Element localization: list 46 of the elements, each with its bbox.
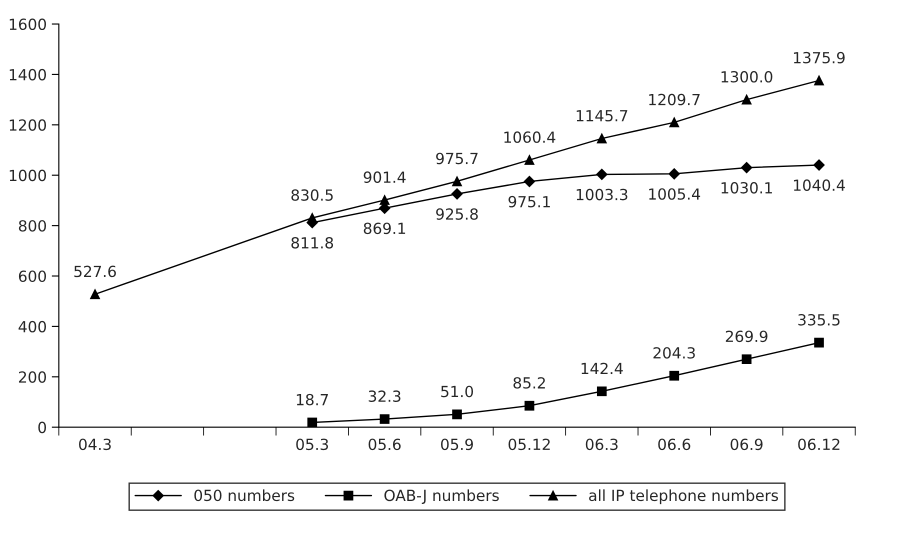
data-label: 830.5 [291, 189, 333, 201]
data-label: 975.7 [436, 152, 478, 164]
data-label: 32.3 [368, 390, 400, 402]
data-label: 1300.0 [722, 70, 772, 83]
data-label: 869.1 [364, 222, 406, 234]
y-tick-label: 1600 [10, 18, 46, 30]
data-label: 1209.7 [649, 94, 700, 106]
data-label: 335.5 [798, 314, 840, 326]
data-label: 1005.4 [649, 188, 700, 200]
x-tick-label: 05.3 [296, 438, 328, 450]
data-label: 18.7 [296, 394, 328, 406]
legend-label: all IP telephone numbers [589, 489, 778, 504]
x-tick-label: 05.9 [441, 438, 473, 450]
data-label: 1040.4 [794, 179, 845, 191]
data-label: 1375.9 [794, 52, 845, 64]
data-label: 85.2 [513, 377, 545, 389]
y-tick-label: 1200 [10, 119, 46, 131]
data-label: 925.8 [436, 208, 478, 220]
x-tick-label: 06.9 [730, 438, 763, 450]
x-tick-label: 06.3 [586, 438, 618, 450]
x-tick-label: 06.12 [798, 438, 840, 450]
y-tick-label: 600 [18, 270, 46, 282]
data-label: 975.1 [508, 196, 550, 208]
data-label: 811.8 [291, 237, 334, 249]
data-label: 204.3 [653, 347, 695, 359]
x-tick-label: 04.3 [79, 438, 111, 450]
y-tick-label: 1400 [10, 68, 46, 80]
y-tick-label: 0 [38, 422, 46, 434]
data-label: 1060.4 [504, 131, 556, 143]
data-label: 1003.3 [576, 188, 628, 200]
data-label: 901.4 [364, 171, 406, 183]
x-tick-label: 05.12 [508, 438, 550, 450]
data-label: 1145.7 [576, 110, 628, 122]
data-label: 1030.1 [722, 182, 772, 194]
y-tick-label: 1000 [10, 170, 46, 182]
data-label: 51.0 [441, 386, 474, 398]
y-tick-label: 800 [18, 220, 46, 232]
y-tick-label: 400 [18, 320, 46, 332]
data-label: 269.9 [726, 330, 768, 342]
y-tick-label: 200 [18, 371, 46, 383]
data-label: 527.6 [74, 266, 116, 278]
legend-label: 050 numbers [194, 489, 294, 502]
x-tick-label: 06.6 [658, 438, 690, 450]
legend-label: OAB-J numbers [384, 489, 499, 504]
x-tick-label: 05.6 [368, 438, 401, 450]
data-label: 142.4 [582, 362, 623, 374]
